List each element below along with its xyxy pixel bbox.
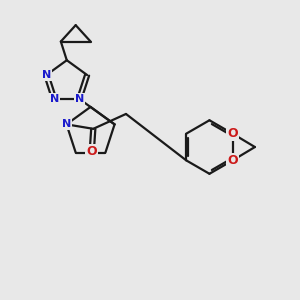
Text: O: O <box>86 145 97 158</box>
Text: N: N <box>75 94 84 104</box>
Text: N: N <box>62 119 71 129</box>
Text: N: N <box>42 70 51 80</box>
Text: N: N <box>50 94 59 104</box>
Text: O: O <box>227 154 238 167</box>
Text: O: O <box>227 127 238 140</box>
